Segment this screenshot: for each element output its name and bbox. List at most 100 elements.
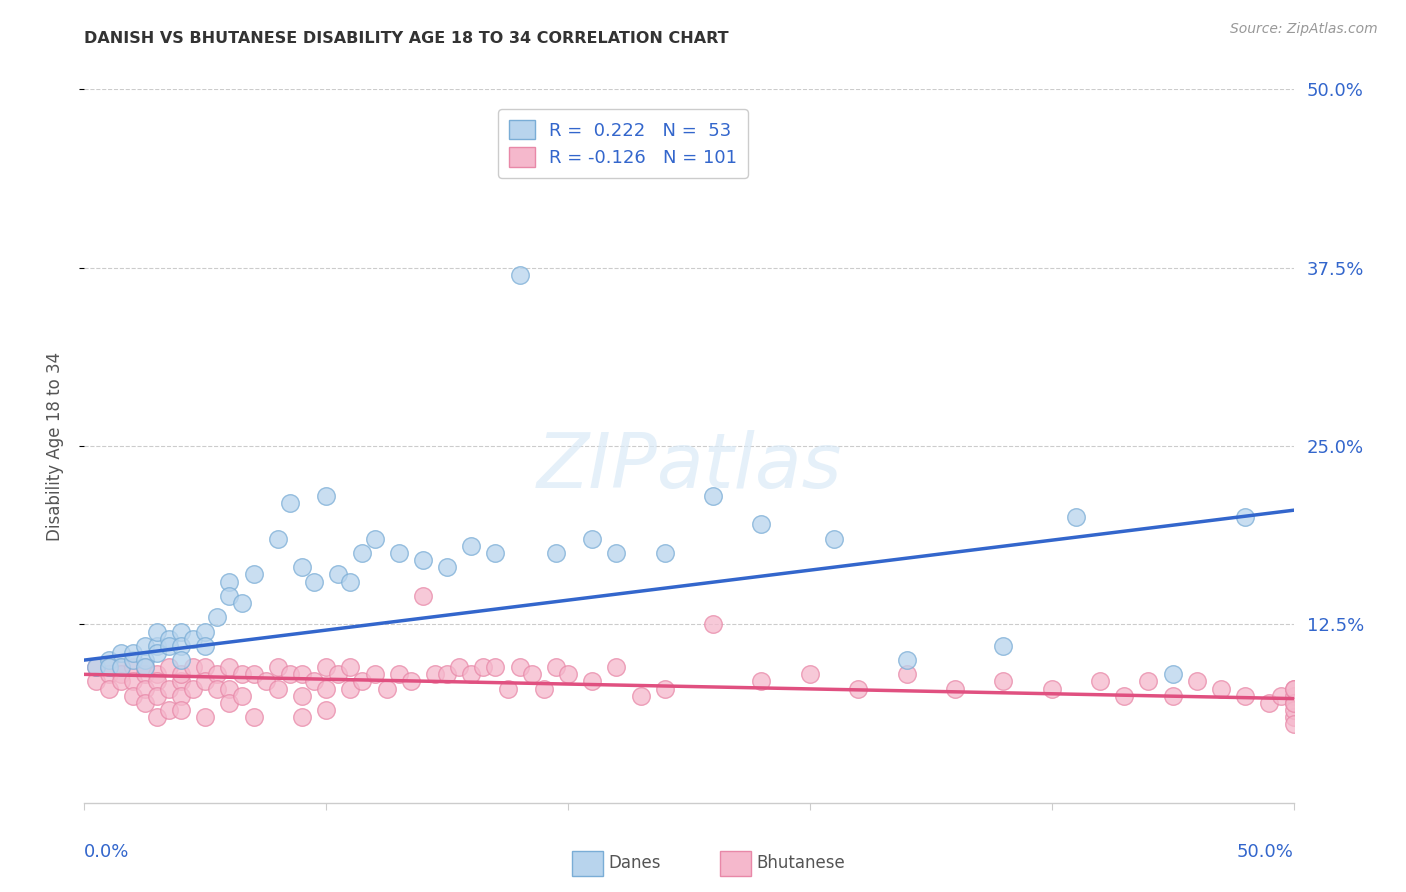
Point (170, 689, 193, 703)
Point (1234, 510, 1257, 524)
Point (86, 660, 108, 674)
Point (605, 546, 627, 560)
Point (231, 596, 253, 610)
Point (702, 489, 724, 503)
Point (352, 546, 374, 560)
Point (1282, 717, 1305, 731)
Point (315, 681, 337, 696)
Point (1161, 667, 1184, 681)
Point (110, 674, 132, 689)
Point (484, 546, 506, 560)
Point (170, 667, 193, 681)
Point (496, 681, 519, 696)
Point (654, 546, 676, 560)
Point (509, 268, 531, 282)
Point (170, 624, 193, 639)
Point (544, 546, 567, 560)
Point (134, 696, 156, 710)
Point (97, 653, 120, 667)
Point (1064, 510, 1087, 524)
Point (1185, 674, 1208, 689)
Point (1137, 674, 1160, 689)
Point (751, 517, 773, 532)
Point (896, 667, 918, 681)
Point (1282, 681, 1305, 696)
Point (231, 667, 253, 681)
Point (423, 667, 446, 681)
Point (339, 681, 361, 696)
Point (242, 667, 264, 681)
Point (194, 624, 217, 639)
Point (1088, 674, 1111, 689)
Point (363, 532, 385, 546)
Point (399, 674, 422, 689)
Point (242, 710, 264, 724)
Point (1282, 703, 1305, 717)
Point (134, 639, 156, 653)
Point (121, 646, 143, 660)
Point (134, 681, 156, 696)
Point (146, 639, 169, 653)
Point (207, 610, 229, 624)
Point (315, 660, 337, 674)
Point (472, 660, 495, 674)
Point (436, 560, 458, 574)
Point (181, 681, 204, 696)
Point (134, 653, 156, 667)
Point (1161, 689, 1184, 703)
Point (278, 667, 301, 681)
Legend: R =  0.222   N =  53, R = -0.126   N = 101: R = 0.222 N = 53, R = -0.126 N = 101 (499, 109, 748, 178)
Point (194, 674, 217, 689)
Point (110, 660, 132, 674)
Point (134, 660, 156, 674)
Point (302, 674, 325, 689)
Point (943, 681, 966, 696)
Point (1234, 689, 1257, 703)
Point (460, 667, 482, 681)
Point (1282, 689, 1305, 703)
Point (605, 660, 627, 674)
Point (1270, 689, 1292, 703)
Point (181, 660, 204, 674)
Point (751, 674, 773, 689)
Point (1282, 681, 1305, 696)
Point (231, 689, 253, 703)
Point (146, 646, 169, 660)
Point (134, 660, 156, 674)
Point (121, 660, 143, 674)
Point (194, 710, 217, 724)
Point (254, 674, 277, 689)
Text: DANISH VS BHUTANESE DISABILITY AGE 18 TO 34 CORRELATION CHART: DANISH VS BHUTANESE DISABILITY AGE 18 TO… (84, 31, 728, 46)
Point (328, 667, 350, 681)
Point (218, 681, 240, 696)
Point (654, 681, 676, 696)
Point (267, 532, 290, 546)
Point (581, 674, 603, 689)
Point (218, 574, 240, 589)
Point (146, 710, 169, 724)
Point (1040, 681, 1063, 696)
Point (449, 660, 471, 674)
Point (170, 653, 193, 667)
Point (412, 553, 434, 567)
Point (242, 567, 264, 582)
Point (267, 681, 290, 696)
Point (146, 674, 169, 689)
Point (207, 667, 229, 681)
Point (302, 574, 325, 589)
Point (520, 667, 543, 681)
Y-axis label: Disability Age 18 to 34: Disability Age 18 to 34 (45, 351, 63, 541)
Point (412, 589, 434, 603)
Point (557, 667, 579, 681)
Text: ZIPatlas: ZIPatlas (536, 431, 842, 504)
Point (799, 667, 821, 681)
Point (170, 674, 193, 689)
Point (291, 667, 314, 681)
Point (157, 639, 180, 653)
Point (146, 624, 169, 639)
Point (1209, 681, 1232, 696)
Point (315, 489, 337, 503)
Point (291, 560, 314, 574)
Point (363, 667, 385, 681)
Text: Source: ZipAtlas.com: Source: ZipAtlas.com (1230, 22, 1378, 37)
